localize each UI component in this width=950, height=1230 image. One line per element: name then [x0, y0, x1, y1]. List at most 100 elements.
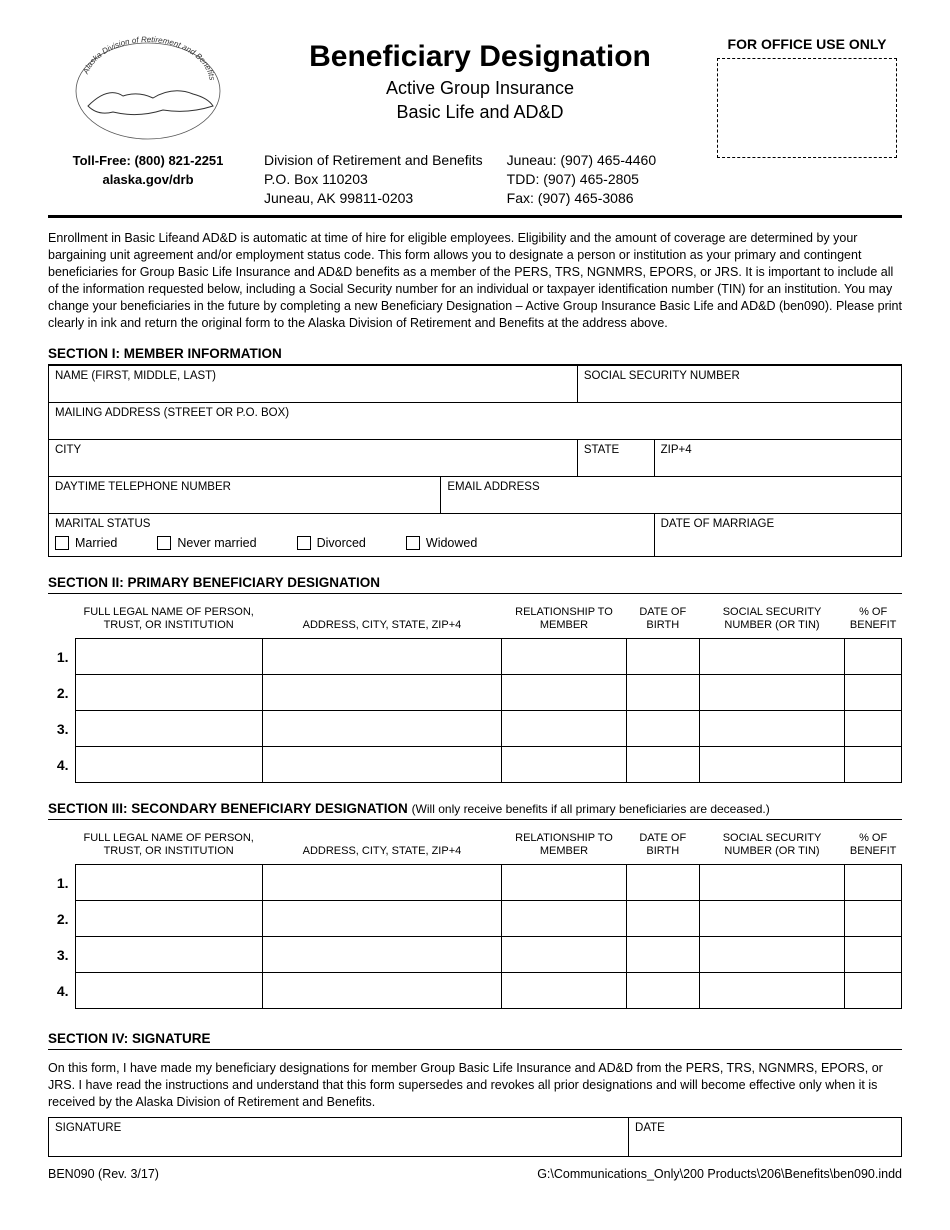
- subtitle-1: Active Group Insurance: [256, 76, 704, 100]
- cell-name[interactable]: [75, 937, 262, 973]
- website-text: alaska.gov/drb: [48, 172, 248, 189]
- cell-rel[interactable]: [502, 711, 627, 747]
- phone-block: Juneau: (907) 465-4460 TDD: (907) 465-28…: [507, 151, 656, 208]
- married-checkbox[interactable]: Married: [55, 536, 117, 550]
- cell-addr[interactable]: [262, 747, 501, 783]
- state-field[interactable]: STATE: [577, 439, 654, 476]
- logo-arc-text: Alaska Division of Retirement and Benefi…: [81, 36, 217, 81]
- cell-name[interactable]: [75, 865, 262, 901]
- ssn-field[interactable]: SOCIAL SECURITY NUMBER: [577, 365, 901, 402]
- toll-free-text: Toll-Free: (800) 821-2251: [48, 153, 248, 170]
- cell-name[interactable]: [75, 639, 262, 675]
- cell-rel[interactable]: [502, 675, 627, 711]
- cell-name[interactable]: [75, 711, 262, 747]
- cell-ssn[interactable]: [699, 675, 845, 711]
- cell-rel[interactable]: [502, 973, 627, 1009]
- zip-label: ZIP+4: [661, 444, 895, 456]
- date-field[interactable]: DATE: [629, 1118, 902, 1157]
- cell-name[interactable]: [75, 973, 262, 1009]
- footer-left: BEN090 (Rev. 3/17): [48, 1167, 159, 1181]
- cell-ssn[interactable]: [699, 937, 845, 973]
- mailing-address-field[interactable]: MAILING ADDRESS (STREET OR P.O. BOX): [49, 402, 902, 439]
- cell-dob[interactable]: [626, 901, 699, 937]
- cell-dob[interactable]: [626, 711, 699, 747]
- cell-pct[interactable]: [845, 901, 902, 937]
- name-field[interactable]: NAME (FIRST, MIDDLE, LAST): [49, 365, 578, 402]
- state-label: STATE: [584, 444, 648, 456]
- signature-table: SIGNATURE DATE: [48, 1117, 902, 1157]
- cell-ssn[interactable]: [699, 865, 845, 901]
- cell-addr[interactable]: [262, 711, 501, 747]
- cell-rel[interactable]: [502, 865, 627, 901]
- cell-addr[interactable]: [262, 973, 501, 1009]
- table-row: 2.: [48, 901, 902, 937]
- cell-rel[interactable]: [502, 901, 627, 937]
- cell-ssn[interactable]: [699, 711, 845, 747]
- cell-addr[interactable]: [262, 675, 501, 711]
- table-row: 3.: [48, 711, 902, 747]
- city-field[interactable]: CITY: [49, 439, 578, 476]
- name-label: NAME (FIRST, MIDDLE, LAST): [55, 370, 571, 382]
- member-info-table: NAME (FIRST, MIDDLE, LAST) SOCIAL SECURI…: [48, 365, 902, 557]
- never-married-checkbox[interactable]: Never married: [157, 536, 256, 550]
- cell-name[interactable]: [75, 901, 262, 937]
- col-dob: DATE OF BIRTH: [626, 602, 699, 639]
- cell-dob[interactable]: [626, 747, 699, 783]
- intro-paragraph: Enrollment in Basic Lifeand AD&D is auto…: [48, 230, 902, 331]
- cell-rel[interactable]: [502, 747, 627, 783]
- cell-dob[interactable]: [626, 937, 699, 973]
- cell-dob[interactable]: [626, 675, 699, 711]
- col-addr: ADDRESS, CITY, STATE, ZIP+4: [262, 828, 501, 865]
- primary-beneficiary-table: FULL LEGAL NAME OF PERSON, TRUST, OR INS…: [48, 602, 902, 783]
- divorced-checkbox[interactable]: Divorced: [297, 536, 366, 550]
- cell-ssn[interactable]: [699, 973, 845, 1009]
- cell-dob[interactable]: [626, 865, 699, 901]
- office-use-label: FOR OFFICE USE ONLY: [712, 36, 902, 52]
- cell-pct[interactable]: [845, 675, 902, 711]
- cell-addr[interactable]: [262, 901, 501, 937]
- zip-field[interactable]: ZIP+4: [654, 439, 901, 476]
- cell-rel[interactable]: [502, 937, 627, 973]
- table-row: 4.: [48, 747, 902, 783]
- cell-dob[interactable]: [626, 639, 699, 675]
- footer: BEN090 (Rev. 3/17) G:\Communications_Onl…: [48, 1167, 902, 1181]
- table-row: 1.: [48, 865, 902, 901]
- cell-pct[interactable]: [845, 711, 902, 747]
- cell-pct[interactable]: [845, 937, 902, 973]
- table-row: 4.: [48, 973, 902, 1009]
- cell-addr[interactable]: [262, 937, 501, 973]
- widowed-checkbox[interactable]: Widowed: [406, 536, 477, 550]
- phone-field[interactable]: DAYTIME TELEPHONE NUMBER: [49, 476, 441, 513]
- row-num: 4.: [48, 973, 75, 1009]
- signature-field[interactable]: SIGNATURE: [49, 1118, 629, 1157]
- cell-pct[interactable]: [845, 747, 902, 783]
- cell-ssn[interactable]: [699, 747, 845, 783]
- main-title: Beneficiary Designation: [256, 40, 704, 74]
- cell-addr[interactable]: [262, 639, 501, 675]
- subtitle-2: Basic Life and AD&D: [256, 100, 704, 124]
- col-name: FULL LEGAL NAME OF PERSON, TRUST, OR INS…: [75, 828, 262, 865]
- date-label: DATE: [635, 1122, 665, 1134]
- ph-line1: Juneau: (907) 465-4460: [507, 151, 656, 170]
- cell-name[interactable]: [75, 675, 262, 711]
- row-num: 1.: [48, 865, 75, 901]
- email-field[interactable]: EMAIL ADDRESS: [441, 476, 902, 513]
- row-num: 2.: [48, 901, 75, 937]
- page: Alaska Division of Retirement and Benefi…: [0, 0, 950, 1201]
- cell-pct[interactable]: [845, 865, 902, 901]
- col-ssn: SOCIAL SECURITY NUMBER (OR TIN): [699, 828, 845, 865]
- cell-name[interactable]: [75, 747, 262, 783]
- cell-rel[interactable]: [502, 639, 627, 675]
- cell-addr[interactable]: [262, 865, 501, 901]
- table-header-row: FULL LEGAL NAME OF PERSON, TRUST, OR INS…: [48, 602, 902, 639]
- cell-ssn[interactable]: [699, 639, 845, 675]
- signature-label: SIGNATURE: [55, 1122, 121, 1134]
- office-use-box: [717, 58, 897, 158]
- date-of-marriage-field[interactable]: DATE OF MARRIAGE: [654, 513, 901, 556]
- table-header-row: FULL LEGAL NAME OF PERSON, TRUST, OR INS…: [48, 828, 902, 865]
- section-3-note: (Will only receive benefits if all prima…: [412, 802, 770, 816]
- cell-pct[interactable]: [845, 639, 902, 675]
- cell-pct[interactable]: [845, 973, 902, 1009]
- cell-ssn[interactable]: [699, 901, 845, 937]
- cell-dob[interactable]: [626, 973, 699, 1009]
